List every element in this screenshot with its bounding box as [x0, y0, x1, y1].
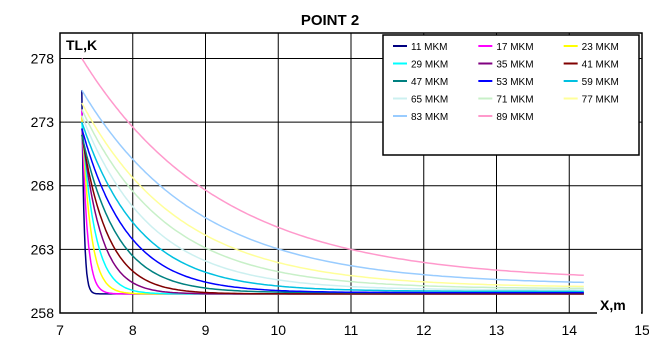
legend-label: 41 MKM	[582, 60, 619, 71]
series-line	[81, 89, 584, 284]
series-lines	[81, 57, 584, 295]
x-tick-label: 13	[489, 322, 505, 338]
legend-label: 47 MKM	[411, 77, 448, 88]
legend-label: 77 MKM	[582, 95, 619, 106]
series-line	[81, 57, 584, 277]
x-tick-labels: 7 8 9 10 11 12 13 14 15	[56, 322, 649, 338]
legend-label: 59 MKM	[582, 77, 619, 88]
legend-box	[382, 34, 640, 156]
x-tick-label: 9	[202, 322, 210, 338]
series-line	[81, 134, 584, 295]
legend-label: 17 MKM	[496, 42, 533, 53]
x-tick-label: 7	[56, 322, 64, 338]
y-axis-label-bg	[62, 34, 114, 54]
series-line	[81, 121, 584, 293]
x-tick-label: 15	[634, 322, 649, 338]
y-tick-label: 273	[31, 114, 55, 130]
y-tick-label: 278	[31, 50, 55, 66]
chart-title: POINT 2	[301, 12, 359, 29]
series-line	[81, 108, 584, 290]
legend-label: 53 MKM	[496, 77, 533, 88]
series-line	[81, 128, 584, 294]
series-line	[81, 102, 584, 288]
legend-label: 11 MKM	[411, 42, 448, 53]
x-axis-label-bg	[597, 294, 641, 314]
legend-label: 83 MKM	[411, 112, 448, 123]
y-tick-labels: 258 263 268 273 278	[31, 50, 55, 321]
series-line	[81, 134, 584, 294]
legend: 11 MKM 17 MKM 23 MKM 29 MKM 35 MKM 41 MKM 47 M…	[382, 34, 640, 156]
x-axis-label: X,m	[600, 297, 626, 313]
x-tick-label: 11	[344, 322, 359, 338]
x-tick-label: 12	[416, 322, 432, 338]
y-tick-label: 268	[31, 178, 55, 194]
y-tick-label: 263	[31, 241, 55, 257]
legend-label: 89 MKM	[496, 112, 533, 123]
x-tick-label: 8	[129, 322, 137, 338]
y-axis-label: TL,K	[66, 37, 97, 53]
series-line	[81, 115, 584, 291]
legend-label: 65 MKM	[411, 95, 448, 106]
x-tick-label: 10	[270, 322, 286, 338]
legend-label: 71 MKM	[496, 95, 533, 106]
plot-frame	[59, 32, 643, 314]
legend-label: 23 MKM	[582, 42, 619, 53]
legend-label: 29 MKM	[411, 60, 448, 71]
y-tick-label: 258	[31, 305, 55, 321]
legend-label: 35 MKM	[496, 60, 533, 71]
x-tick-label: 14	[561, 322, 577, 338]
